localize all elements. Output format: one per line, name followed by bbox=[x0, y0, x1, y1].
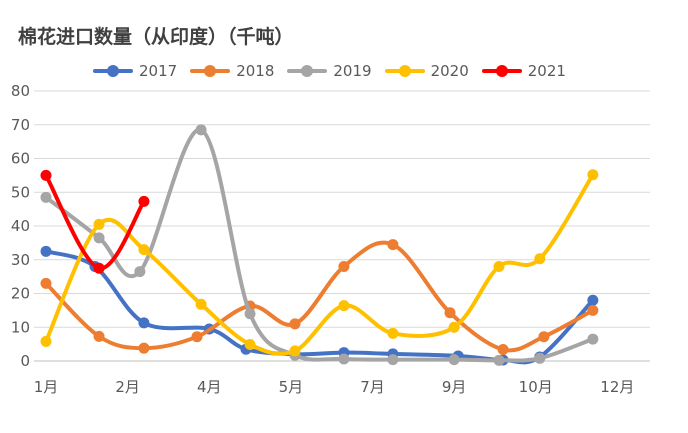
y-tick-label-0: 0 bbox=[20, 352, 30, 370]
data-point-2018-6 bbox=[338, 261, 350, 272]
legend-swatch-2018 bbox=[190, 65, 231, 77]
data-point-2019-2 bbox=[134, 266, 146, 278]
x-tick-label-9: 7月 bbox=[360, 378, 385, 396]
data-point-2018-3 bbox=[191, 331, 203, 343]
data-point-2020-8 bbox=[448, 321, 460, 333]
x-tick-label-5: 4月 bbox=[197, 378, 222, 396]
data-point-2017-0 bbox=[40, 245, 52, 257]
x-tick-label-11: 9月 bbox=[442, 378, 467, 396]
data-point-2019-6 bbox=[338, 353, 350, 365]
y-tick-label-80: 80 bbox=[11, 82, 30, 100]
y-tick-label-30: 30 bbox=[11, 251, 30, 269]
legend-item-2018: 2018 bbox=[190, 62, 274, 80]
y-tick-label-40: 40 bbox=[11, 217, 30, 235]
data-point-2018-8 bbox=[444, 307, 456, 319]
legend-item-2017: 2017 bbox=[93, 62, 177, 80]
legend-swatch-2021 bbox=[481, 65, 522, 77]
data-point-2018-2 bbox=[138, 342, 150, 354]
x-tick-label-3: 2月 bbox=[115, 378, 140, 396]
y-tick-label-20: 20 bbox=[11, 285, 30, 303]
series-line-2020 bbox=[44, 172, 595, 356]
data-point-2021-2 bbox=[138, 195, 150, 207]
legend-item-2021: 2021 bbox=[481, 62, 566, 80]
legend-label-2019: 2019 bbox=[333, 62, 372, 80]
y-tick-label-50: 50 bbox=[11, 183, 30, 201]
data-point-2019-9 bbox=[493, 354, 505, 366]
x-tick-label-15: 12月 bbox=[600, 378, 634, 396]
data-point-2020-9 bbox=[493, 261, 505, 272]
legend-label-2018: 2018 bbox=[236, 62, 275, 80]
legend-swatch-2020 bbox=[384, 65, 425, 77]
data-point-2020-0 bbox=[40, 335, 52, 347]
data-point-2020-2 bbox=[138, 244, 150, 256]
data-point-2019-3 bbox=[195, 124, 207, 136]
legend-label-2017: 2017 bbox=[139, 62, 178, 80]
data-point-2019-10 bbox=[534, 352, 546, 364]
y-tick-label-60: 60 bbox=[11, 150, 30, 168]
legend-item-2019: 2019 bbox=[287, 62, 372, 80]
legend-label-2020: 2020 bbox=[430, 62, 469, 80]
data-point-2018-5 bbox=[289, 318, 301, 330]
data-point-2020-7 bbox=[387, 327, 399, 339]
data-point-2018-11 bbox=[587, 304, 599, 316]
y-tick-label-10: 10 bbox=[11, 318, 30, 336]
data-point-2019-11 bbox=[587, 333, 599, 345]
x-tick-label-7: 5月 bbox=[279, 378, 304, 396]
data-point-2020-3 bbox=[195, 298, 207, 310]
chart-title: 棉花进口数量（从印度）（千吨） bbox=[18, 26, 294, 48]
data-point-2019-4 bbox=[244, 308, 256, 320]
data-point-2018-10 bbox=[538, 331, 550, 343]
data-point-2021-0 bbox=[40, 169, 52, 181]
y-tick-label-70: 70 bbox=[11, 116, 30, 134]
data-point-2020-4 bbox=[244, 338, 256, 350]
data-point-2018-9 bbox=[497, 344, 509, 356]
legend-swatch-2019 bbox=[287, 65, 328, 77]
data-point-2018-7 bbox=[387, 239, 399, 251]
data-point-2019-8 bbox=[448, 354, 460, 366]
x-tick-label-13: 10月 bbox=[519, 378, 553, 396]
data-point-2018-1 bbox=[93, 330, 105, 342]
data-point-2020-10 bbox=[534, 253, 546, 265]
data-point-2020-1 bbox=[93, 218, 105, 230]
data-point-2019-0 bbox=[40, 191, 52, 203]
data-point-2017-2 bbox=[138, 317, 150, 329]
data-point-2019-7 bbox=[387, 354, 399, 366]
data-point-2021-1 bbox=[93, 262, 105, 274]
legend-swatch-2017 bbox=[93, 65, 133, 77]
legend-label-2021: 2021 bbox=[527, 62, 566, 80]
series-line-2018 bbox=[44, 240, 595, 353]
x-tick-label-1: 1月 bbox=[34, 378, 59, 396]
data-point-2020-6 bbox=[338, 300, 350, 312]
data-point-2018-0 bbox=[40, 277, 52, 289]
data-point-2020-11 bbox=[587, 169, 599, 181]
legend-item-2020: 2020 bbox=[384, 62, 469, 80]
data-point-2017-11 bbox=[587, 294, 599, 306]
data-point-2019-1 bbox=[93, 232, 105, 244]
chart-legend: 2017 2018 2019 2020 2021 bbox=[93, 60, 579, 82]
data-point-2020-5 bbox=[289, 345, 301, 357]
